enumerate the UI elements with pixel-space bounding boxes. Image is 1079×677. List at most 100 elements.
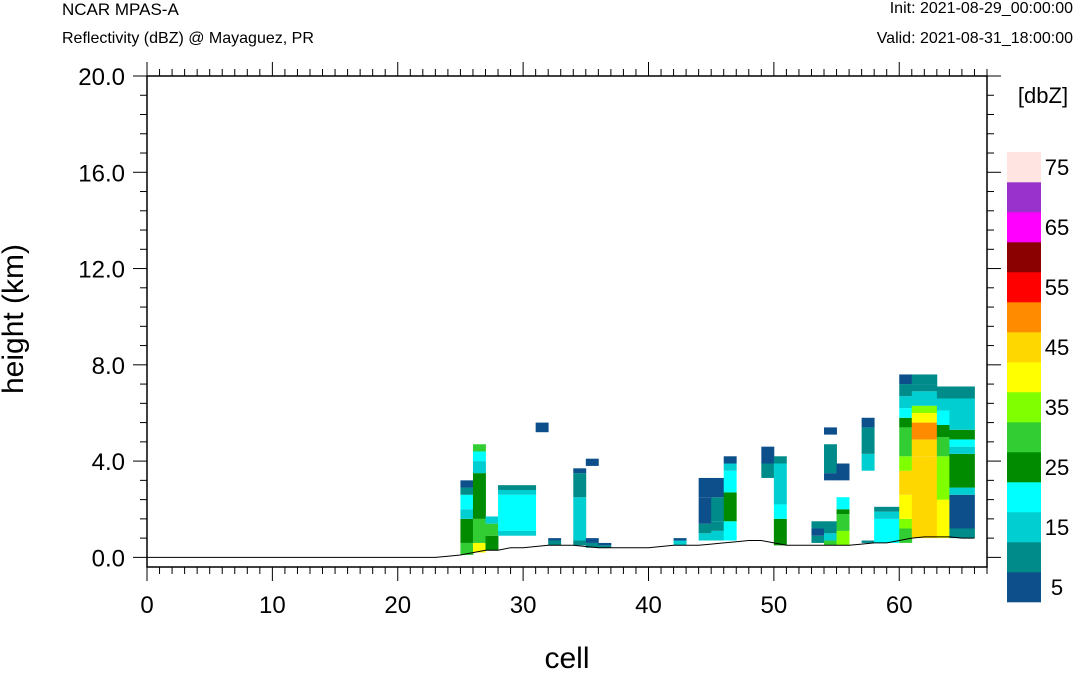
y-tick-label: 20.0 bbox=[78, 64, 125, 91]
reflectivity-cell bbox=[949, 439, 963, 447]
reflectivity-cell bbox=[949, 487, 963, 495]
x-tick-label: 20 bbox=[384, 592, 411, 619]
reflectivity-cell bbox=[949, 429, 963, 440]
reflectivity-cell bbox=[711, 530, 725, 541]
reflectivity-cell bbox=[949, 494, 963, 529]
terrain-path bbox=[147, 536, 975, 558]
reflectivity-cell bbox=[460, 518, 474, 543]
x-tick-label: 30 bbox=[510, 592, 537, 619]
reflectivity-cell bbox=[936, 424, 950, 438]
reflectivity-cell bbox=[523, 494, 537, 531]
colorbar-label: 35 bbox=[1045, 395, 1069, 420]
reflectivity-cell bbox=[472, 444, 486, 452]
reflectivity-cell bbox=[861, 427, 875, 454]
reflectivity-cell bbox=[936, 437, 950, 457]
reflectivity-cell bbox=[836, 509, 850, 515]
reflectivity-cell bbox=[811, 521, 825, 529]
plot-frame bbox=[146, 75, 988, 568]
reflectivity-cell bbox=[899, 427, 913, 457]
x-axis-ticks: 0 10 20 30 40 50 60 bbox=[140, 62, 988, 619]
reflectivity-cell bbox=[924, 384, 938, 392]
x-tick-label: 60 bbox=[886, 592, 913, 619]
reflectivity-cell bbox=[711, 521, 725, 531]
reflectivity-cell bbox=[824, 427, 837, 435]
reflectivity-cell bbox=[949, 446, 963, 454]
colorbar-label: 75 bbox=[1045, 155, 1069, 180]
reflectivity-cell bbox=[961, 453, 975, 488]
reflectivity-cell bbox=[924, 456, 938, 539]
reflectivity-cell bbox=[961, 494, 975, 529]
reflectivity-cell bbox=[899, 494, 913, 519]
reflectivity-cell bbox=[824, 540, 837, 546]
colorbar-unit-label: [dbZ] bbox=[1018, 83, 1068, 108]
reflectivity-cells bbox=[460, 374, 975, 555]
reflectivity-cell bbox=[899, 518, 913, 529]
reflectivity-cell bbox=[886, 518, 900, 543]
terrain-line bbox=[147, 536, 975, 558]
reflectivity-cell bbox=[585, 538, 599, 543]
chart-title: NCAR MPAS-A bbox=[62, 0, 179, 19]
reflectivity-cell bbox=[472, 451, 486, 462]
colorbar-swatch bbox=[1007, 512, 1041, 543]
reflectivity-cell bbox=[485, 516, 499, 524]
y-tick-label: 8.0 bbox=[92, 353, 125, 380]
x-axis-label: cell bbox=[544, 642, 589, 675]
reflectivity-cell bbox=[936, 499, 950, 539]
colorbar-swatch bbox=[1007, 572, 1041, 603]
reflectivity-cell bbox=[723, 456, 737, 464]
reflectivity-cell bbox=[573, 497, 587, 541]
reflectivity-cell bbox=[886, 506, 900, 512]
reflectivity-cell bbox=[899, 374, 913, 385]
reflectivity-cell bbox=[498, 494, 511, 531]
reflectivity-cell bbox=[460, 480, 474, 488]
reflectivity-cell bbox=[911, 439, 925, 457]
reflectivity-cell bbox=[585, 542, 599, 548]
y-tick-label: 12.0 bbox=[78, 257, 125, 284]
colorbar-swatch bbox=[1007, 272, 1041, 303]
reflectivity-cell bbox=[773, 504, 787, 519]
x-tick-label: 40 bbox=[635, 592, 662, 619]
reflectivity-cell bbox=[836, 530, 850, 546]
reflectivity-cell bbox=[836, 497, 850, 510]
reflectivity-cell bbox=[949, 398, 963, 430]
reflectivity-cell bbox=[598, 542, 612, 546]
reflectivity-cell bbox=[548, 540, 562, 546]
reflectivity-cell bbox=[824, 444, 837, 474]
colorbar-swatch bbox=[1007, 152, 1041, 183]
reflectivity-cell bbox=[523, 489, 537, 495]
x-tick-label: 50 bbox=[761, 592, 788, 619]
reflectivity-cell bbox=[573, 473, 587, 498]
reflectivity-cell bbox=[874, 506, 888, 512]
reflectivity-cell bbox=[949, 453, 963, 488]
reflectivity-cell bbox=[811, 528, 825, 536]
reflectivity-cell bbox=[861, 540, 875, 543]
colorbar-swatch bbox=[1007, 482, 1041, 513]
reflectivity-cell bbox=[961, 446, 975, 454]
reflectivity-cell bbox=[949, 528, 963, 539]
colorbar-label: 15 bbox=[1045, 515, 1069, 540]
plot-border bbox=[146, 75, 988, 568]
reflectivity-cell bbox=[936, 410, 950, 425]
reflectivity-cell bbox=[510, 485, 524, 490]
chart-subtitle: Reflectivity (dBZ) @ Mayaguez, PR bbox=[62, 30, 314, 47]
reflectivity-cell bbox=[548, 538, 562, 541]
reflectivity-cell bbox=[874, 518, 888, 543]
reflectivity-cell bbox=[936, 386, 950, 399]
reflectivity-cell bbox=[698, 523, 712, 534]
colorbar-label: 5 bbox=[1051, 575, 1063, 600]
reflectivity-cell bbox=[573, 468, 587, 474]
reflectivity-cell bbox=[961, 528, 975, 539]
reflectivity-cell bbox=[673, 540, 687, 546]
colorbar-swatch bbox=[1007, 332, 1041, 363]
reflectivity-cell bbox=[924, 439, 938, 457]
colorbar-label: 45 bbox=[1045, 335, 1069, 360]
reflectivity-cell bbox=[761, 463, 775, 478]
reflectivity-cell bbox=[498, 485, 511, 490]
reflectivity-cell bbox=[811, 535, 825, 543]
reflectivity-cell bbox=[886, 511, 900, 519]
reflectivity-cell bbox=[961, 487, 975, 495]
reflectivity-cell bbox=[523, 530, 537, 536]
colorbar-swatch bbox=[1007, 452, 1041, 483]
reflectivity-cell bbox=[761, 446, 775, 464]
reflectivity-cell bbox=[961, 398, 975, 430]
